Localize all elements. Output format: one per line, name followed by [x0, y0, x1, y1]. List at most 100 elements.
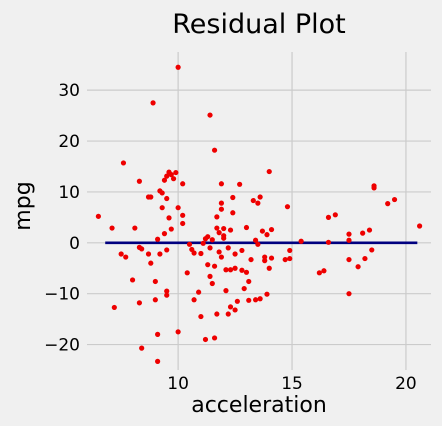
data-point	[268, 255, 275, 261]
data-point	[161, 231, 168, 237]
data-point	[223, 267, 229, 273]
data-point	[346, 291, 352, 297]
data-point	[214, 225, 220, 231]
data-point	[332, 212, 338, 218]
data-point	[216, 249, 222, 255]
data-point	[202, 336, 209, 343]
data-point	[180, 181, 186, 187]
data-point	[170, 176, 177, 182]
data-point	[239, 267, 245, 273]
data-point	[132, 225, 138, 231]
data-point	[252, 297, 259, 303]
data-point	[239, 247, 245, 254]
data-point	[221, 233, 227, 239]
data-point	[205, 262, 211, 268]
data-point	[118, 251, 124, 257]
data-point	[148, 194, 154, 200]
data-point	[287, 247, 293, 254]
y-tick-label: 20	[58, 132, 80, 152]
data-point	[287, 255, 293, 262]
data-point	[255, 200, 261, 206]
data-point	[346, 256, 352, 263]
data-point	[191, 297, 197, 303]
data-point	[168, 226, 174, 232]
data-point	[184, 270, 190, 276]
data-point	[155, 358, 161, 364]
data-point	[243, 269, 250, 275]
data-point	[207, 273, 213, 279]
data-point	[211, 263, 218, 269]
data-point	[191, 250, 197, 256]
data-point	[152, 278, 158, 285]
data-point	[316, 270, 322, 276]
data-point	[237, 181, 243, 187]
data-point	[391, 196, 398, 203]
y-axis-tick-labels: −20 −10 0 10 20 30	[44, 81, 80, 355]
data-point	[186, 241, 193, 247]
y-axis-label: mpg	[11, 181, 36, 230]
data-point	[150, 100, 156, 106]
data-point	[211, 335, 218, 341]
data-point	[164, 247, 170, 253]
data-point	[207, 112, 213, 118]
data-point	[214, 311, 220, 317]
data-point	[155, 236, 161, 242]
data-point	[129, 277, 136, 283]
data-point	[155, 331, 161, 337]
y-tick-label: 30	[58, 81, 80, 101]
data-point	[282, 256, 288, 263]
data-point	[257, 194, 263, 200]
x-axis-label: acceleration	[191, 393, 327, 418]
data-point	[232, 251, 238, 257]
x-tick-label: 10	[167, 374, 189, 394]
x-axis-tick-labels: 10 15 20	[167, 374, 416, 394]
data-point	[175, 329, 181, 335]
data-point	[218, 181, 225, 187]
data-point	[196, 289, 202, 295]
y-tick-label: −20	[44, 336, 80, 356]
data-point	[166, 215, 172, 221]
data-point	[209, 237, 215, 243]
y-tick-label: 10	[58, 183, 80, 203]
data-point	[225, 245, 231, 251]
data-point	[230, 210, 236, 216]
data-point	[325, 239, 332, 245]
y-tick-label: −10	[44, 285, 80, 305]
data-point	[246, 278, 252, 285]
data-point	[180, 220, 186, 227]
data-point	[200, 240, 206, 246]
data-point	[366, 227, 373, 233]
data-point	[230, 194, 236, 201]
data-point	[223, 288, 229, 294]
data-point	[159, 205, 165, 211]
data-point	[232, 307, 238, 313]
data-point	[218, 206, 225, 212]
data-point	[159, 190, 165, 196]
data-point	[211, 147, 218, 153]
chart-title: Residual Plot	[172, 9, 346, 40]
data-point	[355, 264, 361, 270]
data-point	[164, 173, 170, 179]
data-point	[139, 345, 145, 351]
data-point	[266, 168, 272, 175]
data-point	[175, 205, 181, 211]
data-point	[198, 250, 204, 257]
data-point	[173, 169, 179, 176]
y-tick-label: 0	[69, 234, 80, 254]
data-point	[360, 230, 366, 236]
x-tick-label: 15	[281, 374, 303, 394]
data-point	[252, 237, 259, 243]
data-point	[164, 288, 170, 294]
data-point	[109, 225, 115, 231]
data-point	[161, 177, 168, 183]
data-point	[417, 223, 423, 229]
data-point	[232, 265, 238, 271]
data-point	[136, 178, 142, 184]
data-point	[321, 268, 327, 274]
data-point	[234, 298, 240, 304]
data-point	[111, 304, 117, 311]
data-point	[284, 204, 291, 210]
data-point	[227, 304, 234, 310]
